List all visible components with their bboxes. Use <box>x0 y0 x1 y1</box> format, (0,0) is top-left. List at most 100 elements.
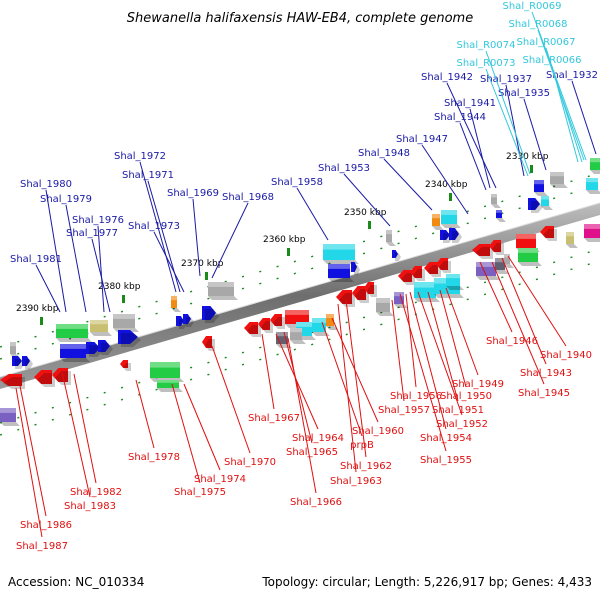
gene-arrow <box>0 374 25 389</box>
gene-label: Shal_1964 <box>275 333 344 444</box>
kbp-tick-layer: 2390 kbp 2380 kbp 2370 kbp 2360 kbp 2350 kbp… <box>16 152 549 325</box>
gene-label: Shal_1983 <box>61 371 116 512</box>
gene-label: Shal_1978 <box>128 379 180 463</box>
svg-text:Shal_1982: Shal_1982 <box>70 487 122 498</box>
svg-text:Shal_1960: Shal_1960 <box>352 426 404 437</box>
gene-box <box>541 196 553 210</box>
svg-text:Shal_1953: Shal_1953 <box>318 163 370 174</box>
svg-text:Shal_1940: Shal_1940 <box>540 350 592 361</box>
kbp-tick-mark <box>287 248 290 256</box>
gene-label: Shal_1962 <box>340 299 392 472</box>
gene-arrow <box>352 286 369 303</box>
svg-text:Shal_1950: Shal_1950 <box>440 391 492 402</box>
svg-text:Shal_1954: Shal_1954 <box>420 433 472 444</box>
gene-label: Shal_1940 <box>507 255 592 361</box>
gene-box <box>491 194 501 208</box>
gene-label: Shal_1980 <box>20 179 72 313</box>
gene-arrow <box>489 240 504 255</box>
gene-label: Shal_1954 <box>409 291 472 444</box>
kbp-tick-label: 2390 kbp <box>16 304 59 314</box>
gene-box <box>441 210 461 228</box>
gene-box <box>323 244 359 264</box>
gene-arrow <box>449 228 462 243</box>
gene-label: Shal_1950 <box>439 289 492 402</box>
gene-arrow <box>336 290 355 307</box>
gene-box <box>56 324 92 342</box>
gene-label: Shal_1974 <box>183 383 246 485</box>
svg-text:Shal_1948: Shal_1948 <box>358 148 410 159</box>
gene-box <box>60 344 90 362</box>
gene-label: Shal_1963 <box>330 303 382 487</box>
gene-box <box>586 178 600 194</box>
gene-box <box>496 210 506 222</box>
gene-label: Shal_1949 <box>445 287 504 390</box>
gene-box <box>590 158 600 174</box>
svg-text:Shal_1956: Shal_1956 <box>390 391 442 402</box>
svg-text:Shal_1970: Shal_1970 <box>224 457 276 468</box>
gene-box <box>394 292 408 308</box>
gene-arrow <box>398 270 415 285</box>
svg-text:prpB: prpB <box>350 440 374 451</box>
gene-arrow <box>410 266 425 281</box>
gene-label: Shal_1943 <box>501 257 572 379</box>
svg-text:Shal_R0069: Shal_R0069 <box>503 1 562 12</box>
gene-arrow <box>436 258 451 273</box>
svg-text:Shal_1958: Shal_1958 <box>271 177 323 188</box>
gene-label: prpB <box>321 321 374 451</box>
svg-text:Shal_1963: Shal_1963 <box>330 476 382 487</box>
gene-label: Shal_1957 <box>378 299 430 416</box>
kbp-tick-mark <box>449 193 452 201</box>
gene-label: Shal_1981 <box>10 254 62 313</box>
accession-text: Accession: NC_010334 <box>8 575 144 589</box>
svg-text:Shal_1987: Shal_1987 <box>16 541 68 552</box>
kbp-tick-mark <box>205 272 208 280</box>
gene-label: Shal_1972 <box>114 151 177 293</box>
kbp-tick-mark <box>122 295 125 303</box>
gene-label: Shal_1986 <box>19 385 72 531</box>
kbp-tick-label: 2360 kbp <box>263 235 306 245</box>
kbp-tick-label: 2370 kbp <box>181 259 224 269</box>
map-title: Shewanella halifaxensis HAW-EB4, complet… <box>127 11 473 26</box>
svg-text:Shal_R0073: Shal_R0073 <box>457 58 516 69</box>
gene-label: Shal_1976 <box>72 215 124 313</box>
gene-label: Shal_1935 <box>498 88 550 171</box>
gene-box <box>208 282 238 300</box>
gene-box <box>376 298 394 316</box>
svg-text:Shal_1981: Shal_1981 <box>10 254 62 265</box>
svg-text:Shal_1955: Shal_1955 <box>420 455 472 466</box>
gene-box <box>386 230 396 246</box>
svg-text:Shal_R0068: Shal_R0068 <box>509 19 568 30</box>
kbp-tick-label: 2380 kbp <box>98 282 141 292</box>
gene-arrow <box>34 370 55 387</box>
gene-label: Shal_1960 <box>331 317 404 437</box>
gene-arrow <box>424 262 441 277</box>
gene-label: Shal_1932 <box>546 70 598 155</box>
gene-label: Shal_1973 <box>128 221 185 293</box>
gene-box <box>518 248 542 266</box>
svg-text:Shal_1986: Shal_1986 <box>20 520 72 531</box>
gene-label: Shal_1952 <box>417 291 488 430</box>
gene-box <box>476 262 500 280</box>
svg-text:Shal_1943: Shal_1943 <box>520 368 572 379</box>
svg-text:Shal_1980: Shal_1980 <box>20 179 72 190</box>
gene-label: Shal_1942 <box>421 72 497 189</box>
gene-box <box>290 328 306 344</box>
svg-text:Shal_R0066: Shal_R0066 <box>523 55 582 66</box>
svg-text:Shal_1946: Shal_1946 <box>486 336 538 347</box>
gene-box <box>328 264 354 282</box>
gene-box <box>504 254 514 268</box>
gene-box <box>171 296 181 312</box>
gene-label: Shal_1982 <box>70 373 122 498</box>
svg-text:Shal_1949: Shal_1949 <box>452 379 504 390</box>
gene-box <box>432 214 444 230</box>
svg-text:Shal_1976: Shal_1976 <box>72 215 124 226</box>
svg-text:Shal_1942: Shal_1942 <box>421 72 473 83</box>
svg-text:Shal_1974: Shal_1974 <box>194 474 246 485</box>
kbp-tick-mark <box>530 165 533 173</box>
gene-label: Shal_R0073 <box>457 58 529 177</box>
gene-label: Shal_1945 <box>491 261 570 399</box>
gene-label: Shal_1979 <box>40 194 92 313</box>
gene-label: Shal_1955 <box>399 293 472 466</box>
gene-arrow <box>540 226 557 241</box>
gene-arrow <box>258 318 273 333</box>
